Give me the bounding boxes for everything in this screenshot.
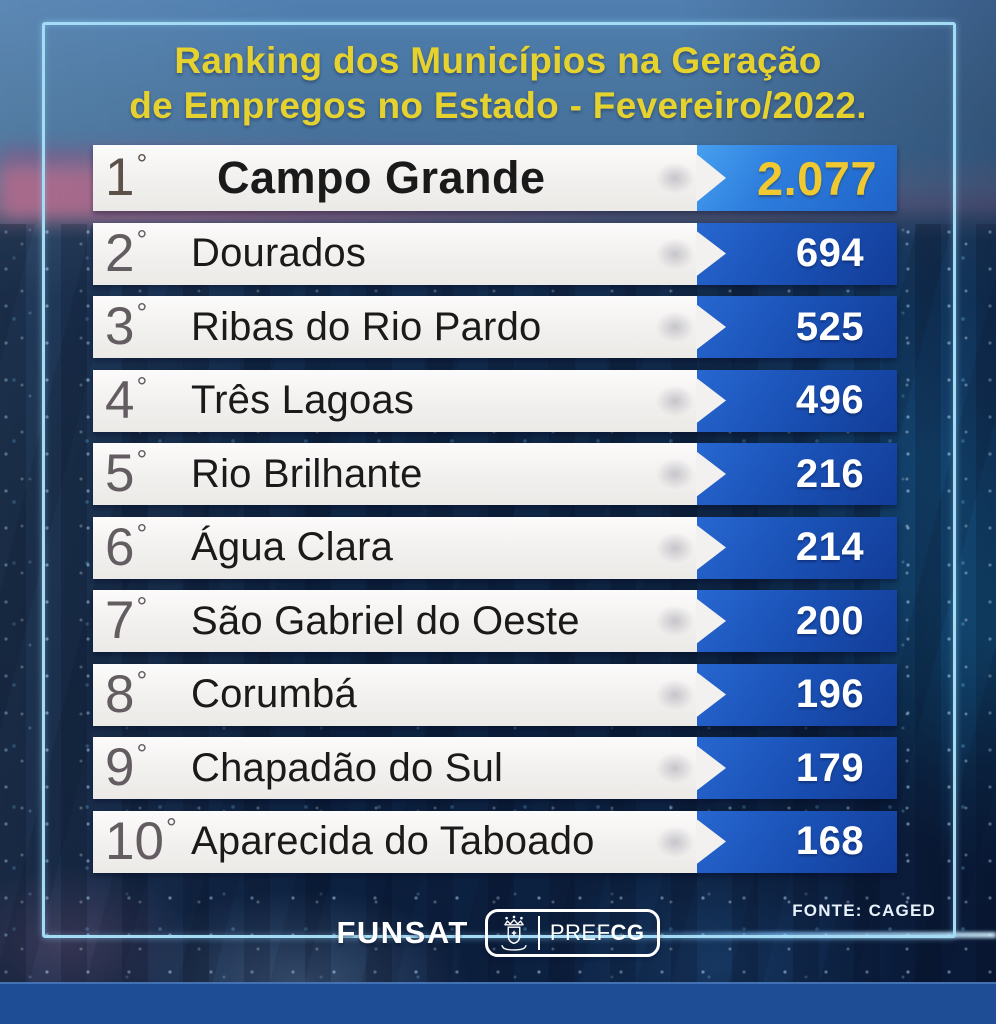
jobs-value-box: 168: [696, 810, 897, 873]
jobs-value: 179: [795, 745, 865, 790]
ranking-row: 4 ° Três Lagoas 496: [93, 369, 897, 432]
rank-number: 2 °: [105, 223, 148, 283]
arrow-right-icon: [696, 377, 726, 424]
ranking-row: 6 ° Água Clara 214: [93, 516, 897, 579]
arrow-right-icon: [696, 451, 726, 497]
rank-number: 10 °: [105, 811, 177, 871]
prefcg-text: PREFCG: [550, 920, 645, 946]
municipality-band: 5 ° Rio Brilhante: [93, 443, 697, 505]
ranking-row: 3 ° Ribas do Rio Pardo 525: [93, 296, 897, 358]
arrow-right-icon: [696, 818, 726, 865]
ranking-row: 8 ° Corumbá 196: [93, 663, 897, 726]
rank-number: 6 °: [105, 517, 148, 577]
bottom-bar: [0, 982, 996, 1024]
rank-ordinal: °: [136, 149, 148, 179]
arrow-right-icon: [696, 304, 726, 350]
municipality-name: Ribas do Rio Pardo: [191, 304, 542, 349]
municipality-band: 7 ° São Gabriel do Oeste: [93, 590, 697, 652]
decorative-frame: [42, 22, 956, 938]
municipality-name: São Gabriel do Oeste: [191, 598, 580, 643]
source-note: FONTE: CAGED: [792, 901, 936, 920]
jobs-value: 2.077: [756, 151, 878, 205]
funsat-logo: FUNSAT: [336, 915, 469, 950]
municipality-name: Campo Grande: [217, 152, 546, 203]
jobs-value-box: 694: [696, 222, 897, 285]
jobs-value: 200: [795, 598, 865, 643]
rank-ordinal: °: [165, 812, 177, 843]
jobs-value: 196: [795, 672, 865, 716]
rank-ordinal: °: [136, 371, 148, 402]
municipality-band: 8 ° Corumbá: [93, 663, 697, 726]
ranking-list: 1 ° Campo Grande 2.077 2 ° Dourados 694 3 ° Ribas …: [93, 145, 897, 873]
municipality-band: 10 ° Aparecida do Taboado: [93, 810, 697, 873]
municipality-name: Rio Brilhante: [191, 451, 423, 496]
cg-text: CG: [610, 920, 645, 945]
pref-text: PREF: [549, 920, 611, 945]
rank-ordinal: °: [136, 665, 148, 696]
municipality-band: 1 ° Campo Grande: [93, 145, 697, 211]
arrow-right-icon: [696, 524, 726, 571]
jobs-value: 496: [795, 378, 865, 422]
logo-divider: [537, 916, 540, 950]
jobs-value-box: 196: [696, 663, 897, 726]
municipality-name: Corumbá: [191, 672, 357, 716]
rank-number: 7 °: [105, 591, 148, 650]
city-crest-icon: [501, 915, 527, 951]
ranking-row: 7 ° São Gabriel do Oeste 200: [93, 590, 897, 652]
municipality-name: Aparecida do Taboado: [191, 819, 595, 863]
rank-number: 9 °: [105, 738, 148, 797]
rank-number: 4 °: [105, 370, 148, 430]
jobs-value-box: 214: [696, 516, 897, 579]
ranking-row: 2 ° Dourados 694: [93, 222, 897, 285]
jobs-value-box: 179: [696, 737, 897, 799]
jobs-value: 168: [795, 819, 865, 863]
municipality-name: Água Clara: [191, 525, 394, 569]
ranking-row: 9 ° Chapadão do Sul 179: [93, 737, 897, 799]
rank-ordinal: °: [136, 518, 148, 549]
jobs-value: 214: [795, 525, 865, 569]
ranking-row: 5 ° Rio Brilhante 216: [93, 443, 897, 505]
rank-ordinal: °: [136, 224, 148, 255]
rank-number: 5 °: [105, 444, 148, 503]
municipality-band: 2 ° Dourados: [93, 222, 697, 285]
jobs-value: 694: [795, 231, 865, 275]
title-line-1: Ranking dos Municípios na Geração: [174, 40, 822, 81]
arrow-right-icon: [696, 671, 726, 718]
rank-ordinal: °: [136, 739, 148, 769]
jobs-value-box: 2.077: [696, 145, 897, 211]
jobs-value-box: 496: [696, 369, 897, 432]
prefcg-logo: PREFCG: [484, 909, 660, 957]
rank-number: 1 °: [105, 148, 148, 207]
footer-logos: FUNSAT PREFCG: [0, 906, 996, 960]
rank-ordinal: °: [136, 298, 148, 328]
ranking-row: 10 ° Aparecida do Taboado 168: [93, 810, 897, 873]
ranking-row: 1 ° Campo Grande 2.077: [93, 145, 897, 211]
jobs-value: 525: [795, 304, 865, 349]
jobs-value-box: 525: [696, 296, 897, 358]
page-title: Ranking dos Municípios na Geração de Emp…: [60, 38, 936, 128]
municipality-band: 4 ° Três Lagoas: [93, 369, 697, 432]
arrow-right-icon: [696, 153, 726, 203]
title-line-2: de Empregos no Estado - Fevereiro/2022.: [129, 85, 867, 126]
municipality-name: Chapadão do Sul: [191, 745, 504, 790]
municipality-name: Três Lagoas: [191, 378, 415, 422]
municipality-band: 9 ° Chapadão do Sul: [93, 737, 697, 799]
rank-number: 3 °: [105, 297, 148, 356]
municipality-band: 3 ° Ribas do Rio Pardo: [93, 296, 697, 358]
jobs-value-box: 216: [696, 443, 897, 505]
arrow-right-icon: [696, 230, 726, 277]
rank-ordinal: °: [136, 445, 148, 475]
jobs-value-box: 200: [696, 590, 897, 652]
arrow-right-icon: [696, 598, 726, 644]
rank-number: 8 °: [105, 664, 148, 724]
municipality-name: Dourados: [191, 231, 367, 275]
municipality-band: 6 ° Água Clara: [93, 516, 697, 579]
jobs-value: 216: [795, 451, 865, 496]
arrow-right-icon: [696, 745, 726, 791]
rank-ordinal: °: [136, 592, 148, 622]
